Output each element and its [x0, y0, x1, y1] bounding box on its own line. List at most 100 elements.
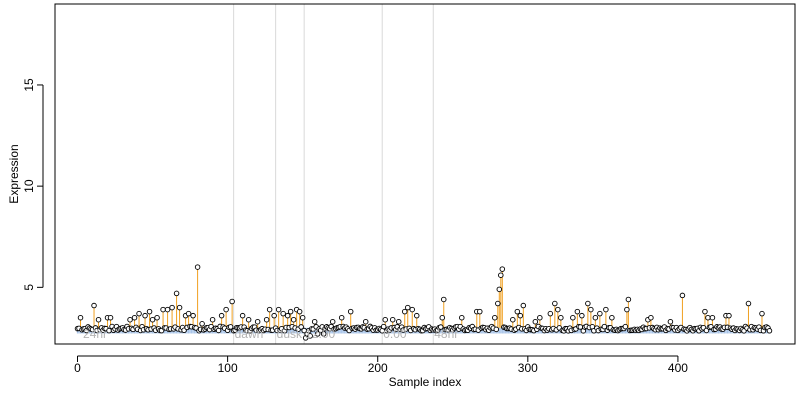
data-point — [223, 306, 229, 313]
data-point — [588, 306, 594, 313]
x-tick-label: 100 — [218, 361, 238, 375]
x-tick-label: 0 — [74, 361, 81, 375]
data-point — [95, 316, 102, 323]
data-point — [702, 308, 708, 315]
data-point — [532, 318, 539, 325]
data-point — [492, 314, 498, 321]
y-axis: 5 10 15 — [22, 78, 44, 291]
x-tick-label: 400 — [668, 361, 688, 375]
data-point — [314, 331, 321, 337]
data-point — [574, 308, 581, 315]
data-point — [413, 312, 420, 319]
data-point — [409, 306, 415, 313]
marker-label-5: 48hr — [434, 327, 458, 341]
data-point — [517, 312, 524, 319]
data-point — [311, 318, 318, 325]
x-axis-label: Sample index — [389, 375, 462, 389]
data-point — [625, 296, 632, 303]
data-point — [338, 314, 345, 321]
data-point — [329, 318, 336, 325]
data-point — [558, 314, 564, 321]
data-point — [173, 290, 180, 297]
data-point — [284, 312, 291, 319]
data-point — [146, 308, 153, 315]
data-point — [91, 302, 97, 309]
data-point — [709, 314, 716, 321]
data-point — [438, 324, 444, 330]
data-point — [395, 318, 402, 325]
marker-lines — [233, 4, 434, 344]
data-point — [176, 304, 183, 311]
marker-label-1: dawn — [235, 327, 264, 341]
data-point — [107, 314, 114, 321]
data-point — [622, 323, 629, 330]
data-point — [380, 323, 387, 330]
data-point — [597, 310, 603, 317]
data-point — [552, 300, 558, 307]
data-point — [194, 264, 201, 270]
data-point — [266, 306, 273, 313]
y-tick-label: 15 — [22, 78, 36, 92]
data-point — [275, 306, 282, 313]
x-axis: 0 100 200 300 400 — [74, 355, 688, 375]
data-point — [441, 296, 447, 303]
data-point — [209, 316, 216, 323]
data-point — [227, 324, 234, 330]
data-point — [320, 331, 327, 337]
data-point — [499, 266, 506, 272]
data-point — [239, 312, 246, 319]
data-point — [298, 324, 304, 330]
data-point — [296, 308, 303, 315]
data-point — [555, 306, 561, 313]
data-point — [520, 302, 527, 309]
data-point — [290, 316, 297, 323]
data-point — [404, 304, 411, 311]
data-point — [592, 314, 599, 321]
data-point — [537, 314, 543, 321]
y-tick-label: 5 — [22, 284, 36, 291]
data-point — [495, 300, 501, 307]
x-tick-label: 300 — [518, 361, 538, 375]
data-point — [510, 316, 516, 323]
data-point — [160, 306, 166, 313]
data-point — [347, 308, 354, 315]
data-point — [703, 327, 710, 334]
data-point — [271, 312, 277, 319]
data-point — [299, 314, 306, 321]
data-point — [705, 314, 711, 321]
data-points — [74, 264, 773, 341]
data-point — [280, 310, 286, 317]
y-tick-label: 10 — [22, 179, 36, 193]
y-axis-label: Expression — [7, 144, 21, 203]
data-point — [603, 306, 609, 313]
x-tick-label: 200 — [368, 361, 388, 375]
data-point — [127, 316, 133, 323]
marker-label-2: dusk — [277, 327, 303, 341]
data-point — [766, 328, 773, 334]
data-point — [579, 312, 585, 319]
data-point — [169, 304, 175, 311]
data-point — [570, 314, 576, 321]
data-point — [389, 316, 396, 323]
data-point — [149, 316, 156, 323]
data-point — [307, 333, 313, 339]
data-point — [254, 318, 261, 325]
data-point — [609, 314, 615, 321]
data-point — [439, 314, 446, 321]
data-point — [585, 300, 591, 307]
data-point — [745, 300, 752, 307]
marker-label-3: 12:00 — [305, 327, 335, 341]
data-point — [648, 314, 654, 321]
data-point — [77, 314, 84, 321]
data-point — [106, 327, 112, 334]
data-point — [142, 312, 148, 319]
data-point — [624, 306, 630, 313]
data-point — [547, 310, 554, 317]
marker-labels: 24hr dawn dusk 12:00 0:00 48hr — [83, 327, 458, 341]
marker-label-0: 24hr — [83, 327, 107, 341]
data-point — [263, 316, 270, 323]
data-point — [185, 310, 192, 317]
data-point — [759, 310, 765, 317]
data-point — [136, 310, 142, 317]
